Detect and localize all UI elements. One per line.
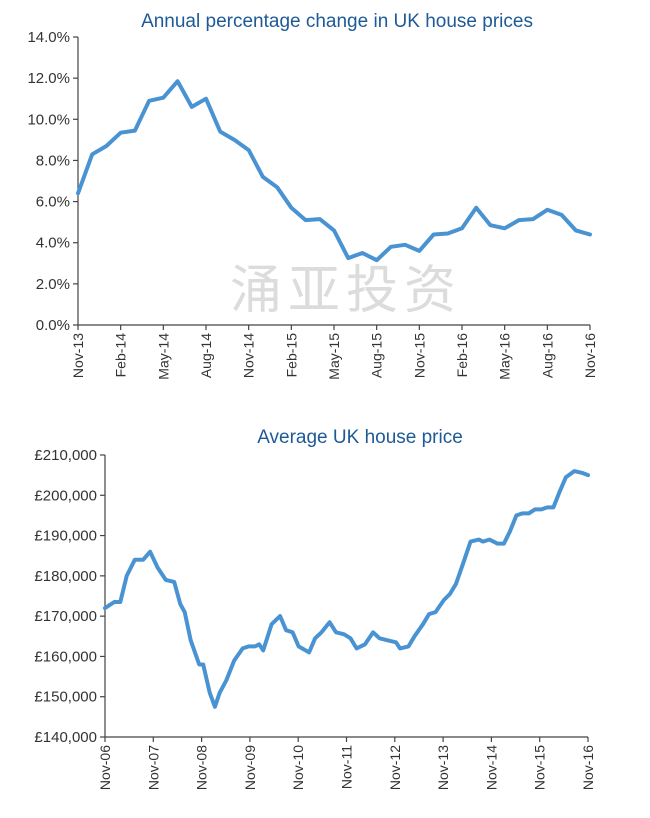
x-tick-label: Nov-07	[145, 745, 161, 790]
y-tick-label: £180,000	[34, 568, 97, 585]
series-line-2	[103, 469, 590, 709]
x-tick-label: Nov-10	[290, 745, 306, 790]
y-tick-label: £200,000	[34, 487, 97, 504]
y-tick-label: £160,000	[34, 648, 97, 665]
chart2-plot: £140,000 £150,000 £160,000 £170,000 £180,000…	[34, 447, 596, 790]
chart1-plot: 0.0% 2.0% 4.0% 6.0% 8.0% 10.0% 12.0% 14.0% Nov-1…	[27, 29, 598, 380]
x-tick-label: May-16	[497, 333, 513, 380]
x-tick-label: Nov-13	[70, 333, 86, 378]
x-tick-label: Aug-14	[198, 333, 214, 378]
x-tick-label: May-15	[326, 333, 342, 380]
x-tick-label: Feb-14	[113, 333, 129, 378]
y-tick-label: £190,000	[34, 528, 97, 545]
y-tick-label: 2.0%	[36, 276, 70, 293]
x-tick-label: Nov-11	[339, 745, 355, 789]
y-tick-label: 10.0%	[27, 111, 70, 128]
chart1-title: Annual percentage change in UK house pri…	[141, 11, 533, 32]
x-tick-label: Nov-09	[242, 745, 258, 790]
x-tick-label: May-14	[155, 333, 171, 380]
x-tick-label: Feb-15	[283, 333, 299, 378]
x-tick-label: Feb-16	[454, 333, 470, 378]
x-tick-label: Nov-15	[532, 745, 548, 790]
x-tick-label: Aug-16	[539, 333, 555, 378]
y-tick-label: £150,000	[34, 689, 97, 706]
x-tick-label: Nov-08	[194, 745, 210, 790]
y-tick-label: £170,000	[34, 608, 97, 625]
x-tick-label: Nov-14	[241, 333, 257, 378]
x-tick-label: Aug-15	[369, 333, 385, 378]
y-tick-label: 14.0%	[27, 29, 70, 46]
watermark: 涌亚投资	[230, 261, 463, 321]
x-tick-label: Nov-13	[435, 745, 451, 790]
x-tick-label: Nov-16	[580, 745, 596, 790]
x-tick-label: Nov-14	[483, 745, 499, 790]
y-tick-label: £140,000	[34, 729, 97, 746]
y-tick-label: 4.0%	[36, 235, 70, 252]
y-tick-label: 6.0%	[36, 194, 70, 211]
y-tick-label: 8.0%	[36, 152, 70, 169]
chart2-title: Average UK house price	[257, 427, 463, 448]
y-tick-label: 0.0%	[36, 317, 70, 334]
series-line-1	[76, 79, 592, 263]
x-tick-label: Nov-16	[582, 333, 598, 378]
x-tick-label: Nov-15	[411, 333, 427, 378]
y-tick-label: £210,000	[34, 447, 97, 464]
x-tick-label: Nov-12	[387, 745, 403, 790]
y-tick-label: 12.0%	[27, 70, 70, 87]
x-tick-label: Nov-06	[97, 745, 113, 790]
